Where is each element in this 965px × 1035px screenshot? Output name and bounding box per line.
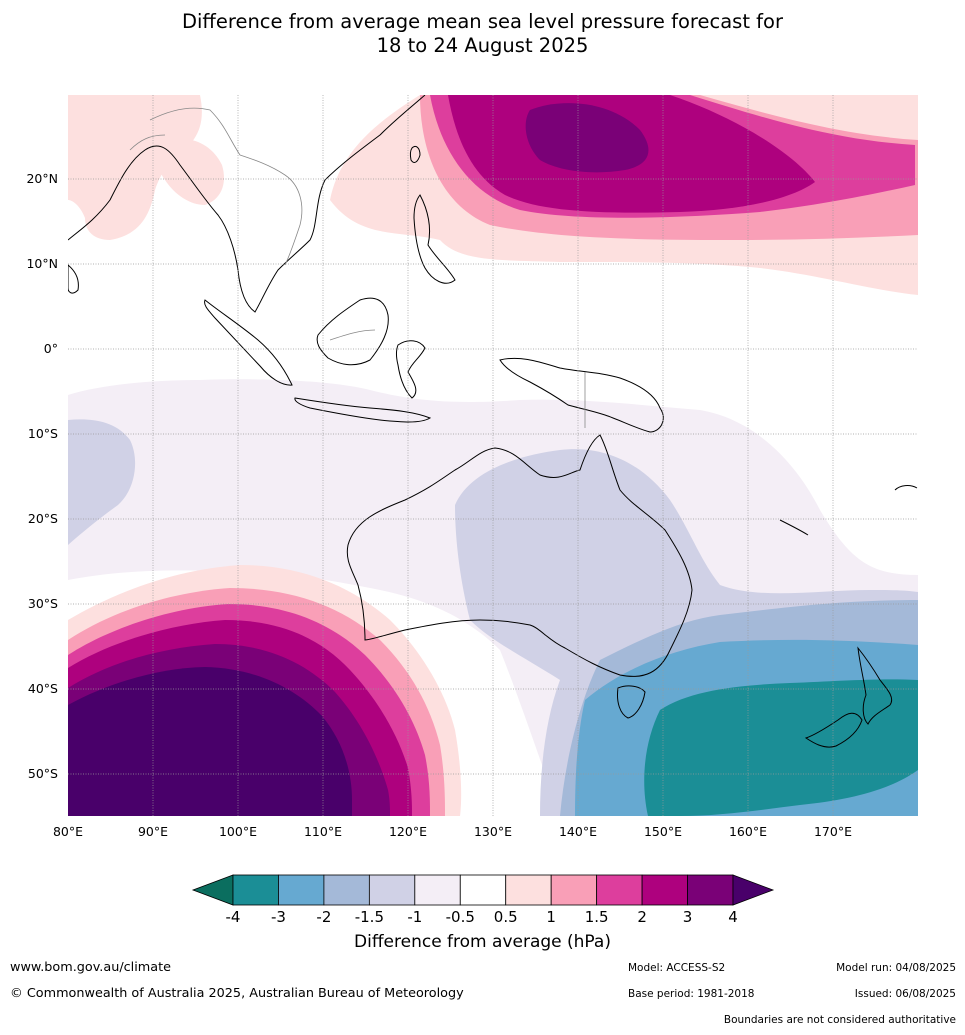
colorbar-tick-label: 4	[728, 908, 738, 926]
lon-labels: 80°E 90°E 100°E 110°E 120°E 130°E 140°E …	[53, 824, 852, 839]
colorbar-tick-label: -4	[226, 908, 241, 926]
lon-label-150e: 150°E	[644, 824, 682, 839]
lon-label-120e: 120°E	[389, 824, 427, 839]
border-indochina	[149, 107, 303, 266]
coast-asia-mainland	[68, 95, 426, 313]
coast-australia	[346, 434, 693, 677]
anomaly-region-asia-a	[68, 95, 202, 240]
anomaly-region-west-neg1	[68, 419, 136, 545]
colorbar-bin	[278, 874, 325, 906]
lon-label-80e: 80°E	[53, 824, 83, 839]
footer-copyright: © Commonwealth of Australia 2025, Austra…	[10, 986, 464, 1001]
colorbar-bin	[414, 874, 461, 906]
title-line-2: 18 to 24 August 2025	[376, 34, 589, 57]
lat-label-10n: 10°N	[26, 256, 58, 271]
colorbar: -4 -3 -2 -1.5 -1 -0.5 0.5 1 1.5 2 3 4	[191, 874, 775, 926]
map-panel	[68, 95, 918, 816]
lat-label-20s: 20°S	[28, 511, 58, 526]
colorbar-bin	[323, 874, 370, 906]
lat-label-50s: 50°S	[28, 766, 58, 781]
colorbar-extend-below	[191, 874, 234, 906]
lat-label-30s: 30°S	[28, 596, 58, 611]
anomaly-region-sio-4	[68, 667, 352, 816]
lat-label-0: 0°	[44, 341, 58, 356]
colorbar-extend-above	[732, 874, 775, 906]
colorbar-bin	[641, 874, 688, 906]
anomaly-region-asia-b	[157, 139, 225, 205]
colorbar-bin	[232, 874, 279, 906]
coast-taiwan	[409, 145, 421, 163]
colorbar-bin	[687, 874, 734, 906]
lat-label-40s: 40°S	[28, 681, 58, 696]
lon-label-140e: 140°E	[559, 824, 597, 839]
coastlines	[68, 95, 918, 748]
coast-nz-north	[857, 646, 893, 725]
colorbar-bin	[596, 874, 643, 906]
coast-java	[294, 397, 432, 423]
lat-label-10s: 10°S	[28, 426, 58, 441]
colorbar-bins	[232, 874, 734, 906]
colorbar-tick-label: 3	[683, 908, 693, 926]
lon-label-130e: 130°E	[474, 824, 512, 839]
coast-new-guinea	[499, 357, 664, 433]
lon-label-100e: 100°E	[219, 824, 257, 839]
coast-sri-lanka	[68, 264, 79, 294]
footer-model: Model: ACCESS-S2	[628, 962, 726, 974]
footer-base-period: Base period: 1981-2018	[628, 988, 755, 1000]
colorbar-bin	[459, 874, 507, 906]
coast-tasmania	[617, 685, 646, 719]
coast-vanuatu-fiji	[779, 485, 918, 536]
anomaly-region-north-3	[525, 103, 649, 173]
coast-philippines	[413, 194, 456, 284]
border-myanmar	[129, 134, 166, 151]
lat-label-20n: 20°N	[26, 171, 58, 186]
border-borneo	[329, 329, 376, 341]
colorbar-tick-label: -1	[407, 908, 422, 926]
title-line-1: Difference from average mean sea level p…	[182, 10, 783, 33]
coast-sulawesi	[396, 340, 426, 399]
coast-borneo	[316, 297, 389, 366]
colorbar-bin	[368, 874, 416, 906]
footer-issued: Issued: 06/08/2025	[854, 988, 956, 1000]
footer-url: www.bom.gov.au/climate	[10, 960, 171, 975]
colorbar-tick-label: 1	[546, 908, 556, 926]
colorbar-title: Difference from average (hPa)	[354, 932, 611, 952]
colorbar-tick-label: 1.5	[585, 908, 609, 926]
colorbar-tick-label: 2	[637, 908, 647, 926]
chart-title: Difference from average mean sea level p…	[0, 10, 965, 58]
lon-label-110e: 110°E	[304, 824, 342, 839]
lon-label-160e: 160°E	[729, 824, 767, 839]
coast-sumatra	[204, 299, 293, 386]
footer-disclaimer: Boundaries are not considered authoritat…	[723, 1014, 956, 1026]
lon-label-170e: 170°E	[814, 824, 852, 839]
colorbar-labels: -4 -3 -2 -1.5 -1 -0.5 0.5 1 1.5 2 3 4	[226, 908, 738, 926]
colorbar-tick-label: 0.5	[494, 908, 518, 926]
colorbar-tick-label: -1.5	[355, 908, 384, 926]
lat-labels: 20°N 10°N 0° 10°S 20°S 30°S 40°S 50°S	[26, 171, 58, 781]
footer-model-run: Model run: 04/08/2025	[836, 962, 956, 974]
colorbar-tick-label: -0.5	[446, 908, 475, 926]
colorbar-bin	[505, 874, 552, 906]
colorbar-bin	[550, 874, 598, 906]
country-borders	[129, 107, 586, 428]
lon-label-90e: 90°E	[138, 824, 168, 839]
colorbar-tick-label: -3	[271, 908, 286, 926]
coast-nz-south	[804, 712, 863, 748]
gridlines	[68, 95, 918, 816]
colorbar-tick-label: -2	[316, 908, 331, 926]
